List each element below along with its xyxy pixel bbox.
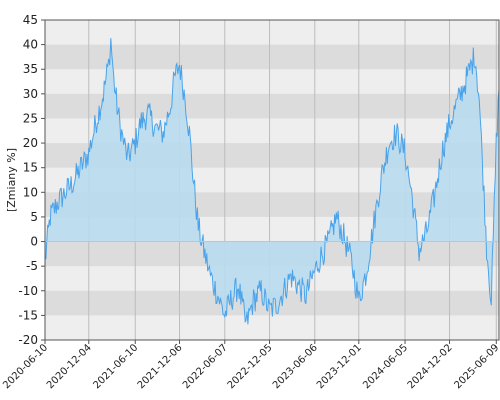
- plot-frame: [44, 19, 500, 341]
- y-tick-label: -15: [18, 308, 38, 322]
- x-tick-label: 2023-12-01: [315, 342, 364, 391]
- y-tick-label: 45: [23, 13, 38, 27]
- series-line: [44, 38, 500, 325]
- x-tick-label: 2020-06-10: [1, 342, 50, 391]
- x-tick-label: 2022-06-07: [181, 342, 230, 391]
- series-area-fill: [45, 38, 499, 325]
- y-axis-ticks: 45 40 35 30 25 20 15 10 5 0 -5 -10 -15 -20: [18, 13, 45, 347]
- y-axis-label: [Zmiany %]: [5, 148, 18, 212]
- y-tick-label: -5: [26, 259, 38, 273]
- y-tick-label: 5: [30, 210, 38, 224]
- series-line-path: [44, 38, 500, 325]
- x-tick-label: 2022-12-05: [226, 342, 275, 391]
- y-tick-label: 15: [23, 161, 38, 175]
- x-tick-label: 2023-06-06: [271, 342, 320, 391]
- x-tick-label: 2024-06-05: [361, 342, 410, 391]
- y-tick-label: -20: [18, 333, 38, 347]
- y-tick-label: 30: [23, 87, 38, 101]
- y-tick-label: 25: [23, 111, 38, 125]
- x-tick-label: 2021-12-06: [136, 342, 185, 391]
- y-tick-label: 35: [23, 62, 38, 76]
- grid-band: [45, 93, 499, 119]
- x-tick-label: 2025-06-09: [453, 342, 500, 391]
- y-tick-label: 0: [30, 235, 38, 249]
- grid-band: [45, 44, 499, 70]
- x-tick-label: 2021-06-10: [91, 342, 140, 391]
- y-tick-label: 40: [23, 38, 38, 52]
- series-area: [45, 38, 499, 325]
- y-tick-label: 20: [23, 136, 38, 150]
- y-tick-label: -10: [18, 284, 38, 298]
- y-tick-label: 10: [23, 185, 38, 199]
- x-tick-label: 2020-12-04: [45, 342, 94, 391]
- x-tick-label: 2024-12-02: [406, 342, 455, 391]
- x-axis-ticks: 2020-06-102020-12-042021-06-102021-12-06…: [1, 340, 500, 391]
